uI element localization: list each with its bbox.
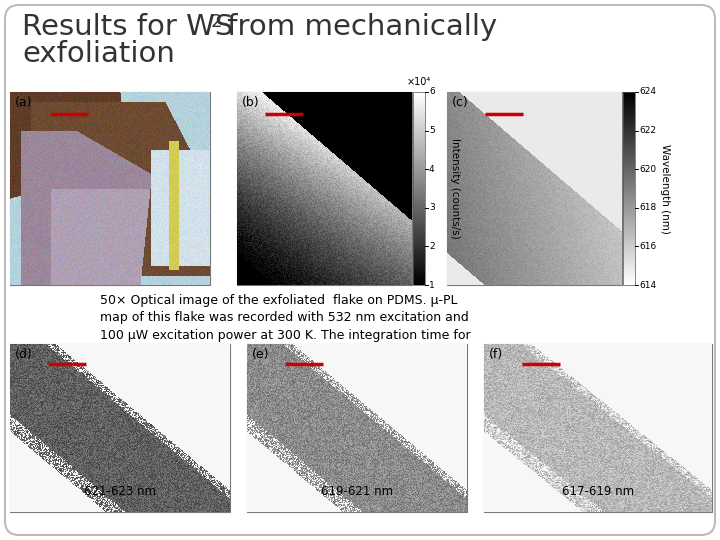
Text: 2: 2 <box>211 13 222 31</box>
Bar <box>484 344 712 512</box>
Text: 619-621 nm: 619-621 nm <box>321 485 393 498</box>
Bar <box>447 92 622 285</box>
Text: 618: 618 <box>639 203 656 212</box>
Text: (a): (a) <box>15 96 32 109</box>
Text: 4: 4 <box>429 165 435 174</box>
Text: 621-623 nm: 621-623 nm <box>84 485 156 498</box>
Text: Results for WS: Results for WS <box>22 13 233 41</box>
Text: (d): (d) <box>15 348 32 361</box>
Text: (b): (b) <box>242 96 260 109</box>
Text: 624: 624 <box>639 87 656 97</box>
Bar <box>10 92 210 285</box>
FancyBboxPatch shape <box>5 5 715 535</box>
Text: exfoliation: exfoliation <box>22 40 175 68</box>
Text: 622: 622 <box>639 126 656 135</box>
Text: Intensity (counts/s): Intensity (counts/s) <box>450 138 460 239</box>
Text: 616: 616 <box>639 242 656 251</box>
Text: 3: 3 <box>429 203 435 212</box>
Text: (f): (f) <box>489 348 503 361</box>
Text: 617-619 nm: 617-619 nm <box>562 485 634 498</box>
Text: 1: 1 <box>429 280 435 289</box>
Text: 2: 2 <box>429 242 435 251</box>
Bar <box>413 92 425 285</box>
Bar <box>10 344 230 512</box>
Text: 50× Optical image of the exfoliated  flake on PDMS. μ-PL
map of this flake was r: 50× Optical image of the exfoliated flak… <box>100 294 471 342</box>
Text: (c): (c) <box>452 96 469 109</box>
Text: 6: 6 <box>429 87 435 97</box>
Text: ×10⁴: ×10⁴ <box>407 77 431 87</box>
Text: (e): (e) <box>252 348 269 361</box>
Text: 614: 614 <box>639 280 656 289</box>
Bar <box>247 344 467 512</box>
Text: 620: 620 <box>639 165 656 174</box>
Text: Wavelength (nm): Wavelength (nm) <box>660 144 670 233</box>
Text: 5: 5 <box>429 126 435 135</box>
Bar <box>237 92 412 285</box>
Text: from mechanically: from mechanically <box>218 13 498 41</box>
Bar <box>623 92 635 285</box>
